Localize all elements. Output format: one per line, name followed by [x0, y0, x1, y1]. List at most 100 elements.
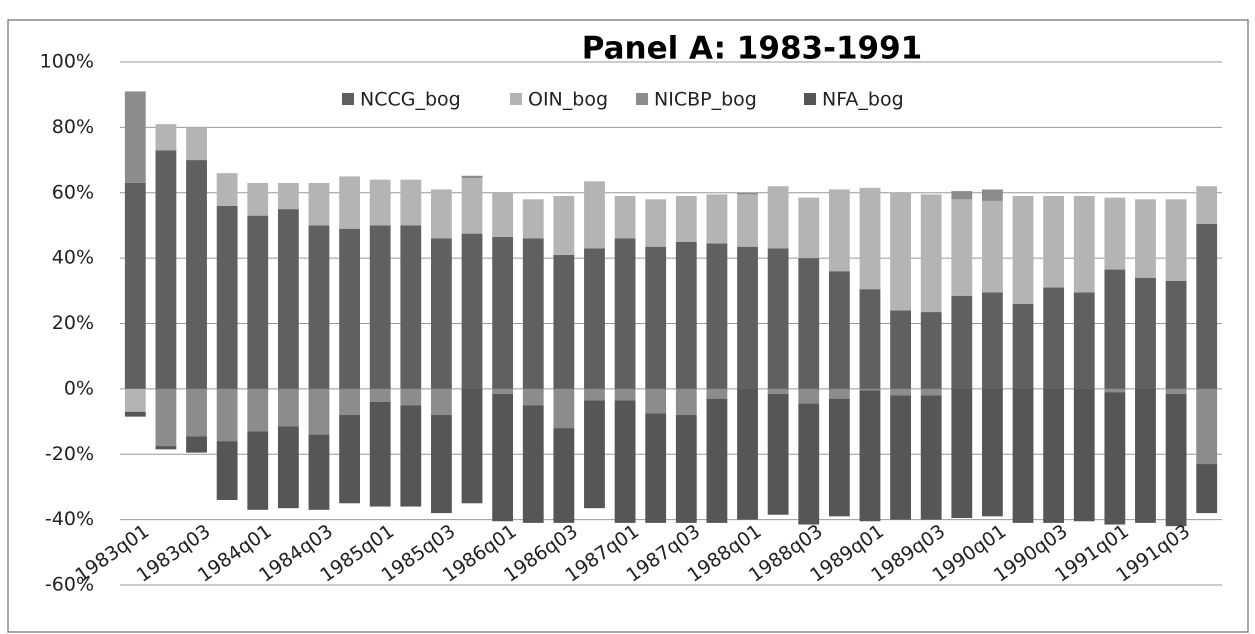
bar-segment [798, 403, 820, 525]
legend-label: NCCG_bog [360, 89, 461, 111]
legend-label: OIN_bog [528, 89, 608, 111]
bar-segment [400, 179, 422, 226]
y-tick-label: 0% [64, 377, 94, 399]
legend-swatch [510, 93, 522, 105]
bar-segment [553, 254, 575, 389]
bar-segment [1165, 393, 1187, 527]
bar-segment [308, 225, 330, 389]
bar-segment [124, 388, 146, 412]
bar-segment [1165, 281, 1187, 389]
legend-label: NFA_bog [822, 89, 904, 111]
bar-segment [492, 236, 514, 389]
bar-segment [737, 388, 758, 520]
bar-segment [1104, 269, 1126, 389]
bar-segment [890, 388, 911, 396]
bar-segment [1135, 388, 1156, 523]
bar-segment [767, 186, 789, 249]
bar-segment [522, 199, 544, 239]
bar-segment [124, 182, 146, 389]
bar-segment [277, 388, 299, 427]
bar-segment [308, 182, 330, 226]
bar-segment [920, 395, 942, 520]
bar-segment [1073, 388, 1095, 522]
bar-segment [400, 225, 422, 389]
bar-segment [706, 194, 728, 244]
bar-segment [859, 289, 881, 389]
bar-segment [614, 388, 636, 401]
bar-segment [890, 192, 911, 311]
chart-title: Panel A: 1983-1991 [582, 31, 923, 67]
bar-segment [982, 292, 1003, 389]
y-tick-label: 100% [40, 51, 94, 73]
bar-segment [247, 215, 269, 389]
bar-segment [277, 209, 299, 389]
bar-segment [584, 181, 605, 249]
bar-segment [461, 388, 483, 504]
bar-segment [339, 176, 360, 229]
bar-segment [798, 258, 820, 389]
bar-segment [431, 238, 452, 389]
bar-segment [1165, 388, 1187, 394]
bar-segment [1043, 196, 1065, 288]
bar-segment [675, 415, 697, 523]
bar-segment [247, 388, 269, 432]
bar-segment [155, 388, 177, 447]
legend-swatch [804, 93, 816, 105]
legend-swatch [342, 93, 354, 105]
y-tick-label: -20% [45, 443, 94, 465]
bar-segment [553, 428, 575, 523]
bar-segment [584, 388, 605, 401]
y-tick-label: -40% [45, 508, 94, 530]
bar-segment [155, 124, 177, 151]
bar-segment [675, 196, 697, 242]
bar-segment [737, 192, 758, 195]
bar-segment [492, 192, 514, 237]
bar-segment [186, 160, 207, 389]
bar-segment [1104, 197, 1126, 270]
bar-segment [339, 415, 360, 504]
bar-segment [828, 189, 850, 272]
bar-segment [1012, 388, 1034, 523]
bar-segment [461, 178, 483, 234]
y-tick-label: 60% [52, 181, 94, 203]
bar-segment [1073, 292, 1095, 389]
bar-segment [369, 225, 391, 389]
bar-segment [584, 400, 605, 509]
y-tick-label: 20% [52, 312, 94, 334]
bar-segment [369, 388, 391, 402]
bar-segment [522, 238, 544, 389]
bar-segment [431, 415, 452, 514]
bar-segment [951, 295, 973, 389]
bar-segment [828, 388, 850, 399]
bar-segment [308, 388, 330, 435]
bar-segment [400, 388, 422, 406]
bar-segment [951, 199, 973, 296]
bar-segment [461, 233, 483, 389]
bar-segment [706, 388, 728, 399]
bar-segment [767, 388, 789, 394]
bar-segment [828, 398, 850, 517]
y-tick-label: 40% [52, 247, 94, 269]
bar-segment [584, 248, 605, 389]
bar-segment [951, 191, 973, 200]
bar-segment [339, 228, 360, 389]
legend-label: NICBP_bog [654, 89, 757, 111]
bar-segment [369, 179, 391, 226]
bar-segment [1104, 392, 1126, 525]
bar-segment [216, 388, 238, 442]
bar-segment [767, 248, 789, 389]
bar-segment [982, 200, 1003, 293]
bar-segment [247, 182, 269, 216]
bar-segment [890, 395, 911, 520]
bar-segment [645, 199, 667, 247]
bar-segment [798, 388, 820, 404]
bar-segment [277, 426, 299, 509]
bar-segment [1043, 287, 1065, 389]
bar-segment [216, 441, 238, 501]
bar-segment [339, 388, 360, 416]
bar-segment [890, 310, 911, 389]
bar-segment [859, 388, 881, 391]
bar-segment [1104, 388, 1126, 393]
bar-segment [308, 434, 330, 510]
